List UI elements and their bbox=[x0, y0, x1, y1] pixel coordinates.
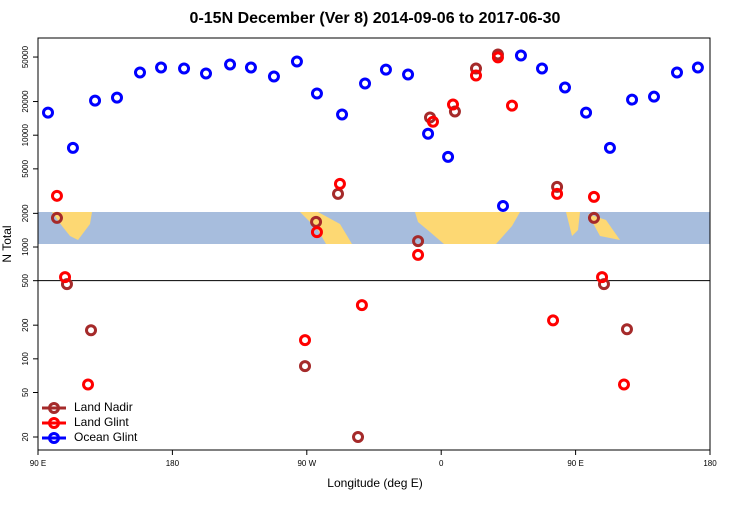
x-tick-label: 90 E bbox=[567, 459, 583, 468]
point bbox=[133, 66, 146, 79]
point bbox=[596, 271, 609, 284]
point bbox=[359, 77, 372, 90]
point bbox=[580, 106, 593, 119]
point bbox=[310, 87, 323, 100]
point bbox=[442, 150, 455, 163]
point bbox=[66, 141, 79, 154]
y-tick-label: 5000 bbox=[21, 159, 30, 177]
point bbox=[290, 55, 303, 68]
point bbox=[603, 141, 616, 154]
point bbox=[402, 68, 415, 81]
point bbox=[85, 324, 98, 337]
y-tick-label: 200 bbox=[21, 318, 30, 332]
y-tick-label: 10000 bbox=[21, 124, 30, 147]
y-tick-label: 2000 bbox=[21, 204, 30, 222]
point bbox=[42, 106, 55, 119]
point bbox=[155, 61, 168, 74]
point bbox=[536, 62, 548, 75]
point bbox=[59, 271, 72, 284]
point bbox=[505, 99, 518, 112]
plot-frame bbox=[37, 37, 711, 451]
y-tick-label: 50000 bbox=[21, 45, 30, 68]
point bbox=[469, 69, 482, 82]
legend-marker bbox=[48, 402, 60, 414]
x-tick-label: 180 bbox=[703, 459, 717, 468]
point bbox=[426, 115, 439, 128]
point bbox=[299, 360, 312, 373]
point bbox=[333, 177, 346, 190]
point bbox=[558, 81, 571, 94]
y-tick-label: 20000 bbox=[21, 90, 30, 113]
point bbox=[691, 61, 704, 74]
legend-label: Ocean Glint bbox=[74, 430, 138, 444]
point bbox=[446, 98, 459, 111]
point bbox=[310, 226, 323, 239]
point bbox=[379, 63, 392, 76]
point bbox=[412, 235, 425, 248]
x-tick-label: 0 bbox=[439, 459, 444, 468]
point bbox=[587, 190, 600, 203]
point bbox=[224, 58, 237, 71]
point bbox=[469, 62, 482, 75]
x-axis-label: Longitude (deg E) bbox=[327, 476, 422, 490]
y-tick-label: 1000 bbox=[21, 238, 30, 256]
point bbox=[200, 67, 212, 80]
point bbox=[178, 62, 191, 75]
point bbox=[491, 51, 504, 64]
y-tick-label: 20 bbox=[21, 432, 30, 441]
point bbox=[50, 189, 63, 202]
point bbox=[267, 70, 280, 83]
point bbox=[551, 180, 564, 193]
y-tick-label: 100 bbox=[21, 352, 30, 366]
point bbox=[60, 278, 73, 291]
point bbox=[50, 211, 63, 224]
x-tick-label: 90 W bbox=[297, 459, 316, 468]
legend-marker bbox=[48, 432, 60, 444]
point bbox=[670, 66, 683, 79]
legend-marker bbox=[48, 417, 60, 429]
point bbox=[587, 211, 600, 224]
point bbox=[547, 314, 560, 327]
point bbox=[626, 93, 639, 106]
chart-title: 0-15N December (Ver 8) 2014-09-06 to 201… bbox=[190, 10, 561, 27]
point bbox=[332, 187, 345, 200]
map-strip bbox=[38, 212, 710, 244]
point bbox=[497, 199, 510, 212]
point bbox=[617, 378, 630, 391]
point bbox=[82, 378, 95, 391]
point bbox=[448, 105, 461, 118]
point bbox=[514, 49, 527, 62]
point bbox=[352, 430, 365, 443]
point bbox=[412, 248, 425, 261]
x-tick-label: 180 bbox=[166, 459, 180, 468]
legend-label: Land Glint bbox=[74, 415, 129, 429]
point bbox=[597, 278, 610, 291]
x-tick-label: 90 E bbox=[30, 459, 46, 468]
point bbox=[551, 187, 564, 200]
point bbox=[299, 334, 312, 347]
point bbox=[648, 90, 660, 103]
point bbox=[355, 299, 368, 312]
point bbox=[110, 91, 123, 104]
y-tick-label: 50 bbox=[21, 387, 30, 396]
y-axis-label: N Total bbox=[0, 225, 14, 262]
point bbox=[244, 61, 257, 74]
point bbox=[89, 94, 102, 107]
legend-label: Land Nadir bbox=[74, 400, 133, 414]
point bbox=[422, 127, 435, 140]
y-tick-label: 500 bbox=[21, 273, 30, 287]
point bbox=[620, 323, 633, 336]
point bbox=[336, 108, 349, 121]
